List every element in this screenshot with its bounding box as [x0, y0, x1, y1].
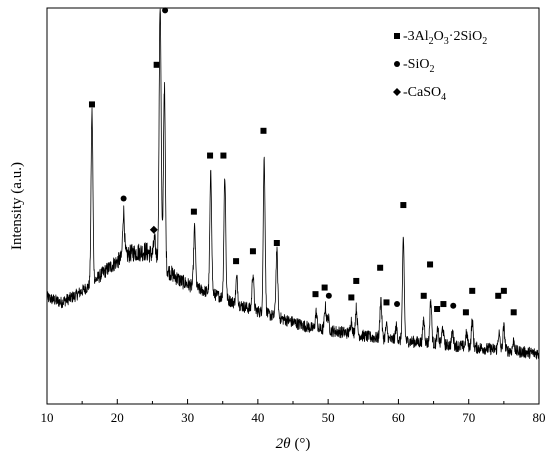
square-marker — [233, 258, 240, 265]
x-tick-label: 80 — [533, 410, 546, 425]
x-axis-title-unit: (°) — [294, 436, 310, 452]
square-marker — [207, 152, 214, 159]
circle-marker — [325, 292, 332, 299]
legend-label: -CaSO4 — [403, 85, 446, 103]
circle-marker — [394, 301, 401, 308]
legend-square-icon — [394, 33, 400, 39]
square-marker — [353, 277, 360, 284]
square-marker — [348, 294, 355, 301]
x-axis-ticks — [46, 399, 540, 404]
square-marker — [312, 291, 319, 298]
square-marker — [273, 240, 280, 246]
square-marker — [383, 299, 390, 306]
x-tick-label: 60 — [392, 410, 405, 425]
square-marker — [400, 202, 407, 209]
square-marker — [377, 264, 384, 271]
x-axis-tick-labels: 10 20 30 40 50 60 70 80 — [41, 410, 546, 425]
square-marker — [260, 127, 267, 134]
legend-label: -SiO2 — [403, 57, 434, 75]
xrd-pattern-line — [46, 8, 540, 360]
legend-label: -3Al2O3·2SiO2 — [403, 29, 487, 47]
diamond-marker — [149, 225, 158, 234]
square-marker — [190, 208, 197, 215]
x-tick-label: 40 — [251, 410, 264, 425]
legend-diamond-icon — [393, 88, 401, 96]
phase-markers — [88, 7, 517, 316]
x-tick-label: 20 — [111, 410, 124, 425]
square-marker — [462, 309, 469, 316]
square-marker — [153, 61, 160, 68]
x-tick-label: 70 — [462, 410, 475, 425]
x-tick-label: 10 — [41, 410, 54, 425]
x-axis-title: 2θ (°) — [276, 436, 311, 452]
square-marker — [427, 261, 434, 268]
square-marker — [420, 292, 427, 299]
square-marker — [500, 287, 507, 294]
square-marker — [434, 306, 441, 312]
square-marker — [321, 284, 328, 291]
y-axis-title: Intensity (a.u.) — [9, 162, 25, 250]
square-marker — [510, 309, 517, 316]
x-axis-title-var: 2θ — [276, 436, 292, 452]
x-tick-label: 30 — [181, 410, 194, 425]
legend: -3Al2O3·2SiO2 -SiO2 -CaSO4 — [393, 29, 487, 103]
square-marker — [495, 292, 502, 299]
square-marker — [469, 287, 476, 294]
circle-marker — [162, 7, 169, 14]
circle-marker — [120, 195, 127, 202]
square-marker — [249, 248, 256, 255]
square-marker — [440, 301, 447, 308]
circle-marker — [450, 302, 457, 309]
legend-circle-icon — [394, 61, 400, 67]
square-marker — [88, 101, 95, 108]
x-tick-label: 50 — [322, 410, 335, 425]
square-marker — [220, 152, 227, 159]
